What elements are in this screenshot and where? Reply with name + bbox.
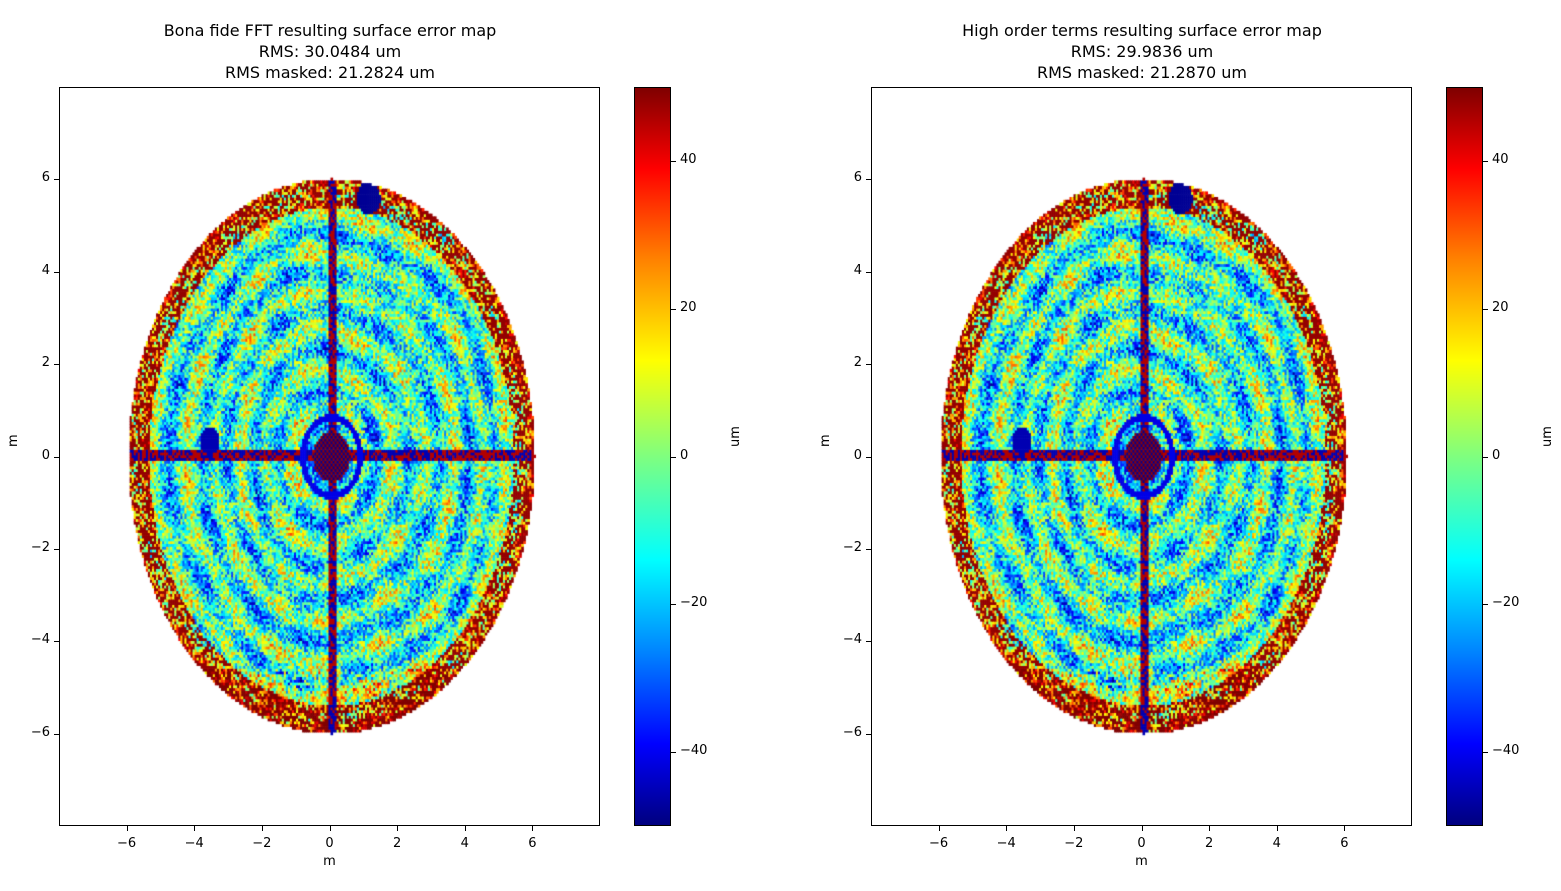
colorbar-tick-mark	[1483, 308, 1488, 310]
surface-error-map	[872, 88, 1411, 825]
colorbar-tick-label: 0	[680, 447, 689, 463]
y-tick-label: −2	[842, 539, 862, 555]
chart-title: High order terms resulting surface error…	[812, 20, 1472, 83]
colorbar-tick-label: −40	[680, 743, 708, 759]
x-tick-mark	[261, 826, 263, 831]
y-tick-mark	[866, 179, 871, 181]
colorbar-tick-label: 20	[680, 299, 697, 315]
y-tick-label: 4	[41, 262, 50, 278]
y-tick-label: −6	[842, 724, 862, 740]
x-tick-mark	[1141, 826, 1143, 831]
colorbar-label: um	[728, 426, 743, 447]
x-tick-label: −2	[252, 836, 272, 851]
colorbar-tick-label: −40	[1492, 743, 1520, 759]
y-tick-label: −6	[30, 724, 50, 740]
y-tick-mark	[866, 733, 871, 735]
y-axis-label: m	[6, 434, 21, 447]
title-line-1: High order terms resulting surface error…	[962, 21, 1322, 40]
x-tick-label: 6	[528, 836, 537, 851]
chart-title: Bona fide FFT resulting surface error ma…	[0, 20, 660, 83]
y-tick-mark	[54, 733, 59, 735]
y-tick-mark	[866, 641, 871, 643]
y-tick-label: 2	[41, 355, 50, 371]
title-line-2: RMS: 29.9836 um	[1070, 42, 1214, 61]
y-tick-label: −4	[842, 632, 862, 648]
title-line-3: RMS masked: 21.2870 um	[1036, 63, 1248, 82]
title-line-1: Bona fide FFT resulting surface error ma…	[163, 21, 497, 40]
y-tick-label: 2	[853, 355, 862, 371]
y-tick-mark	[54, 271, 59, 273]
y-tick-label: 0	[853, 447, 862, 463]
colorbar-tick-mark	[671, 604, 676, 606]
colorbar-tick-mark	[1483, 456, 1488, 458]
x-tick-mark	[532, 826, 534, 831]
x-tick-mark	[1209, 826, 1211, 831]
surface-error-map	[60, 88, 599, 825]
x-tick-label: −6	[929, 836, 949, 851]
y-axis-label: m	[818, 434, 833, 447]
y-tick-mark	[54, 548, 59, 550]
x-tick-mark	[1073, 826, 1075, 831]
y-tick-label: 4	[853, 262, 862, 278]
y-tick-label: 0	[41, 447, 50, 463]
colorbar-tick-label: −20	[1492, 595, 1520, 611]
colorbar-tick-mark	[1483, 160, 1488, 162]
colorbar-tick-label: 20	[1492, 299, 1509, 315]
x-tick-label: 4	[460, 836, 469, 851]
y-tick-mark	[866, 271, 871, 273]
x-tick-mark	[938, 826, 940, 831]
x-tick-label: −6	[117, 836, 137, 851]
colorbar-tick-label: 40	[680, 151, 697, 167]
y-tick-mark	[54, 179, 59, 181]
x-tick-mark	[126, 826, 128, 831]
x-tick-label: 6	[1340, 836, 1349, 851]
y-tick-mark	[54, 641, 59, 643]
x-tick-label: 2	[1204, 836, 1214, 851]
y-tick-label: −4	[30, 632, 50, 648]
x-tick-label: 2	[392, 836, 402, 851]
x-tick-label: 4	[1272, 836, 1281, 851]
colorbar-tick-mark	[1483, 604, 1488, 606]
colorbar-tick-mark	[671, 308, 676, 310]
colorbar-tick-mark	[1483, 752, 1488, 754]
colorbar	[634, 87, 671, 826]
x-tick-mark	[1344, 826, 1346, 831]
colorbar-tick-mark	[671, 456, 676, 458]
x-tick-label: −4	[996, 836, 1016, 851]
right-chart-panel: High order terms resulting surface error…	[812, 0, 1561, 891]
x-tick-mark	[397, 826, 399, 831]
left-chart-panel: Bona fide FFT resulting surface error ma…	[0, 0, 780, 891]
y-tick-mark	[866, 456, 871, 458]
y-tick-mark	[866, 364, 871, 366]
x-tick-mark	[464, 826, 466, 831]
y-tick-mark	[866, 548, 871, 550]
colorbar-label: um	[1540, 426, 1555, 447]
title-line-3: RMS masked: 21.2824 um	[224, 63, 436, 82]
colorbar-tick-label: 40	[1492, 151, 1509, 167]
x-tick-mark	[1006, 826, 1008, 831]
x-tick-mark	[194, 826, 196, 831]
y-tick-mark	[54, 456, 59, 458]
x-tick-mark	[329, 826, 331, 831]
y-tick-label: 6	[853, 170, 862, 186]
x-tick-label: 0	[325, 836, 334, 851]
y-tick-label: −2	[30, 539, 50, 555]
x-tick-label: 0	[1137, 836, 1146, 851]
colorbar	[1446, 87, 1483, 826]
colorbar-tick-label: 0	[1492, 447, 1501, 463]
colorbar-tick-mark	[671, 160, 676, 162]
x-axis-label: m	[323, 854, 336, 869]
x-tick-mark	[1276, 826, 1278, 831]
colorbar-tick-label: −20	[680, 595, 708, 611]
x-axis-label: m	[1135, 854, 1148, 869]
title-line-2: RMS: 30.0484 um	[258, 42, 402, 61]
x-tick-label: −2	[1064, 836, 1084, 851]
y-tick-label: 6	[41, 170, 50, 186]
plot-area	[871, 87, 1412, 826]
x-tick-label: −4	[184, 836, 204, 851]
plot-area	[59, 87, 600, 826]
colorbar-tick-mark	[671, 752, 676, 754]
y-tick-mark	[54, 364, 59, 366]
